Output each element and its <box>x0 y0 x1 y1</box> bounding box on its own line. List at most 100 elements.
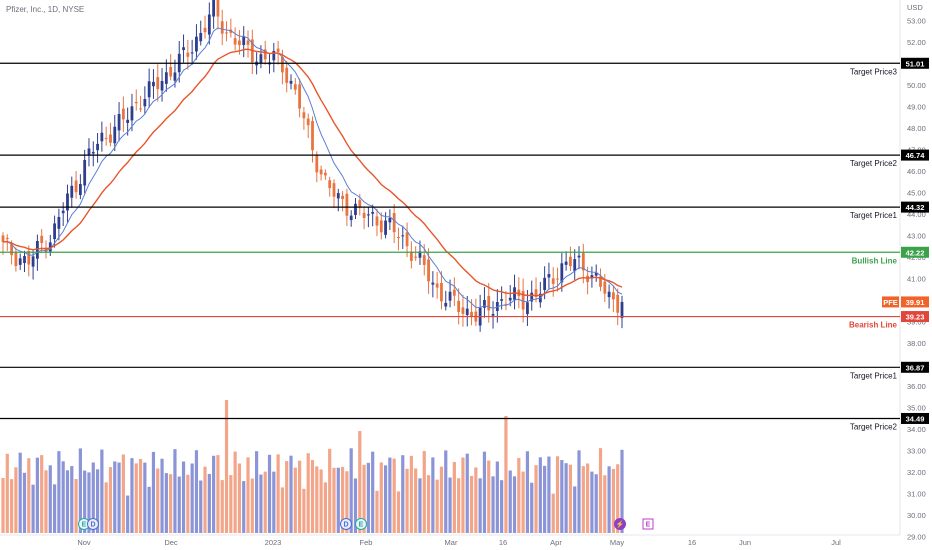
event-marker[interactable] <box>87 518 99 530</box>
level-price-text: 46.74 <box>906 151 926 160</box>
volume-bar <box>336 467 340 533</box>
event-marker-label: ⚡ <box>616 520 625 529</box>
volume-bar <box>151 451 156 533</box>
candle-body <box>143 99 147 107</box>
candle-body <box>379 220 383 233</box>
candle-body <box>156 77 160 90</box>
candle-body <box>358 200 362 208</box>
y-tick-label: 48.00 <box>907 124 926 133</box>
candle-body <box>332 183 336 197</box>
event-marker-label: D <box>343 522 348 529</box>
volume-bar <box>616 464 620 533</box>
volume-bar <box>203 466 207 533</box>
candle-body <box>298 84 302 109</box>
x-tick-label: Feb <box>360 538 373 547</box>
candle-body <box>323 172 327 176</box>
volume-bar <box>18 452 22 533</box>
candle-body <box>48 242 52 252</box>
level-name: Bearish Line <box>849 321 898 330</box>
volume-bar <box>1 478 5 533</box>
volume-bar <box>121 454 125 533</box>
event-marker[interactable] <box>614 518 626 530</box>
volume-bar <box>568 464 573 533</box>
x-tick-label: Mar <box>445 538 458 547</box>
currency-label: USD <box>907 3 923 12</box>
volume-bar <box>431 457 435 533</box>
y-tick-label: 38.00 <box>907 339 926 348</box>
candle-body <box>461 307 465 314</box>
event-marker[interactable] <box>340 518 352 530</box>
x-tick-label: 16 <box>499 538 507 547</box>
volume-bar <box>113 461 117 533</box>
volume-bar <box>104 482 108 533</box>
candle-body <box>289 80 293 84</box>
candle-body <box>302 112 306 119</box>
candle-body <box>491 314 495 316</box>
candle-body <box>573 259 577 272</box>
candle-body <box>83 160 87 186</box>
volume-bar <box>40 455 44 533</box>
candle-body <box>500 299 504 301</box>
volume-bar <box>52 484 57 533</box>
candle-body <box>569 256 572 267</box>
x-tick-label: May <box>610 538 624 547</box>
y-tick-label: 31.00 <box>907 490 926 499</box>
candle-body <box>547 274 551 278</box>
level-price-badge <box>901 149 929 161</box>
candle-body <box>1 235 5 242</box>
x-tick-label: Jul <box>831 538 841 547</box>
candle-body <box>603 281 607 294</box>
candle-body <box>207 14 211 35</box>
volume-bar <box>181 461 186 533</box>
y-tick-label: 43.00 <box>907 232 926 241</box>
volume-bar <box>229 475 233 533</box>
level-price-text: 36.87 <box>906 363 925 372</box>
volume-bar <box>35 457 39 533</box>
event-marker-label: E <box>359 522 364 529</box>
candle-body <box>35 240 39 259</box>
candle-body <box>328 180 332 189</box>
candle-body <box>594 272 598 276</box>
event-marker[interactable] <box>642 518 654 530</box>
y-tick-label: 41.00 <box>907 275 926 284</box>
candle-body <box>70 185 74 198</box>
candle-body <box>263 49 267 60</box>
volume-bar <box>61 461 65 533</box>
volume-bar <box>547 456 551 533</box>
last-price-text: 39.91 <box>906 298 925 307</box>
x-tick-label: Apr <box>550 538 562 547</box>
candle-body <box>384 220 387 235</box>
volume-bar <box>147 486 151 533</box>
candle-body <box>225 32 228 34</box>
candle-body <box>40 235 44 243</box>
volume-bar <box>237 463 242 533</box>
candle-body <box>164 72 168 84</box>
y-tick-label: 46.00 <box>907 167 926 176</box>
level-name: Target Price3 <box>850 67 898 76</box>
candle-body <box>607 291 611 298</box>
volume-bar <box>65 470 70 533</box>
volume-bar <box>353 478 358 533</box>
volume-bar <box>620 449 624 533</box>
candle-body <box>160 81 164 91</box>
y-tick-label: 32.00 <box>907 468 926 477</box>
volume-bar <box>169 474 173 533</box>
level-name: Target Price2 <box>850 422 898 431</box>
candle-body <box>44 247 48 253</box>
candle-body <box>139 108 142 110</box>
event-marker[interactable] <box>355 518 367 530</box>
candle-body <box>418 251 422 258</box>
candle-body <box>14 252 18 267</box>
volume-bar <box>31 484 35 533</box>
volume-bar <box>469 475 474 533</box>
candle-body <box>104 137 108 139</box>
candle-body <box>362 212 366 218</box>
volume-bar <box>74 479 78 533</box>
candle-body <box>199 32 203 42</box>
volume-bar <box>461 457 465 533</box>
candle-body <box>113 126 117 144</box>
candle-body <box>388 218 392 223</box>
volume-bar <box>590 471 594 533</box>
candle-body <box>220 21 224 34</box>
